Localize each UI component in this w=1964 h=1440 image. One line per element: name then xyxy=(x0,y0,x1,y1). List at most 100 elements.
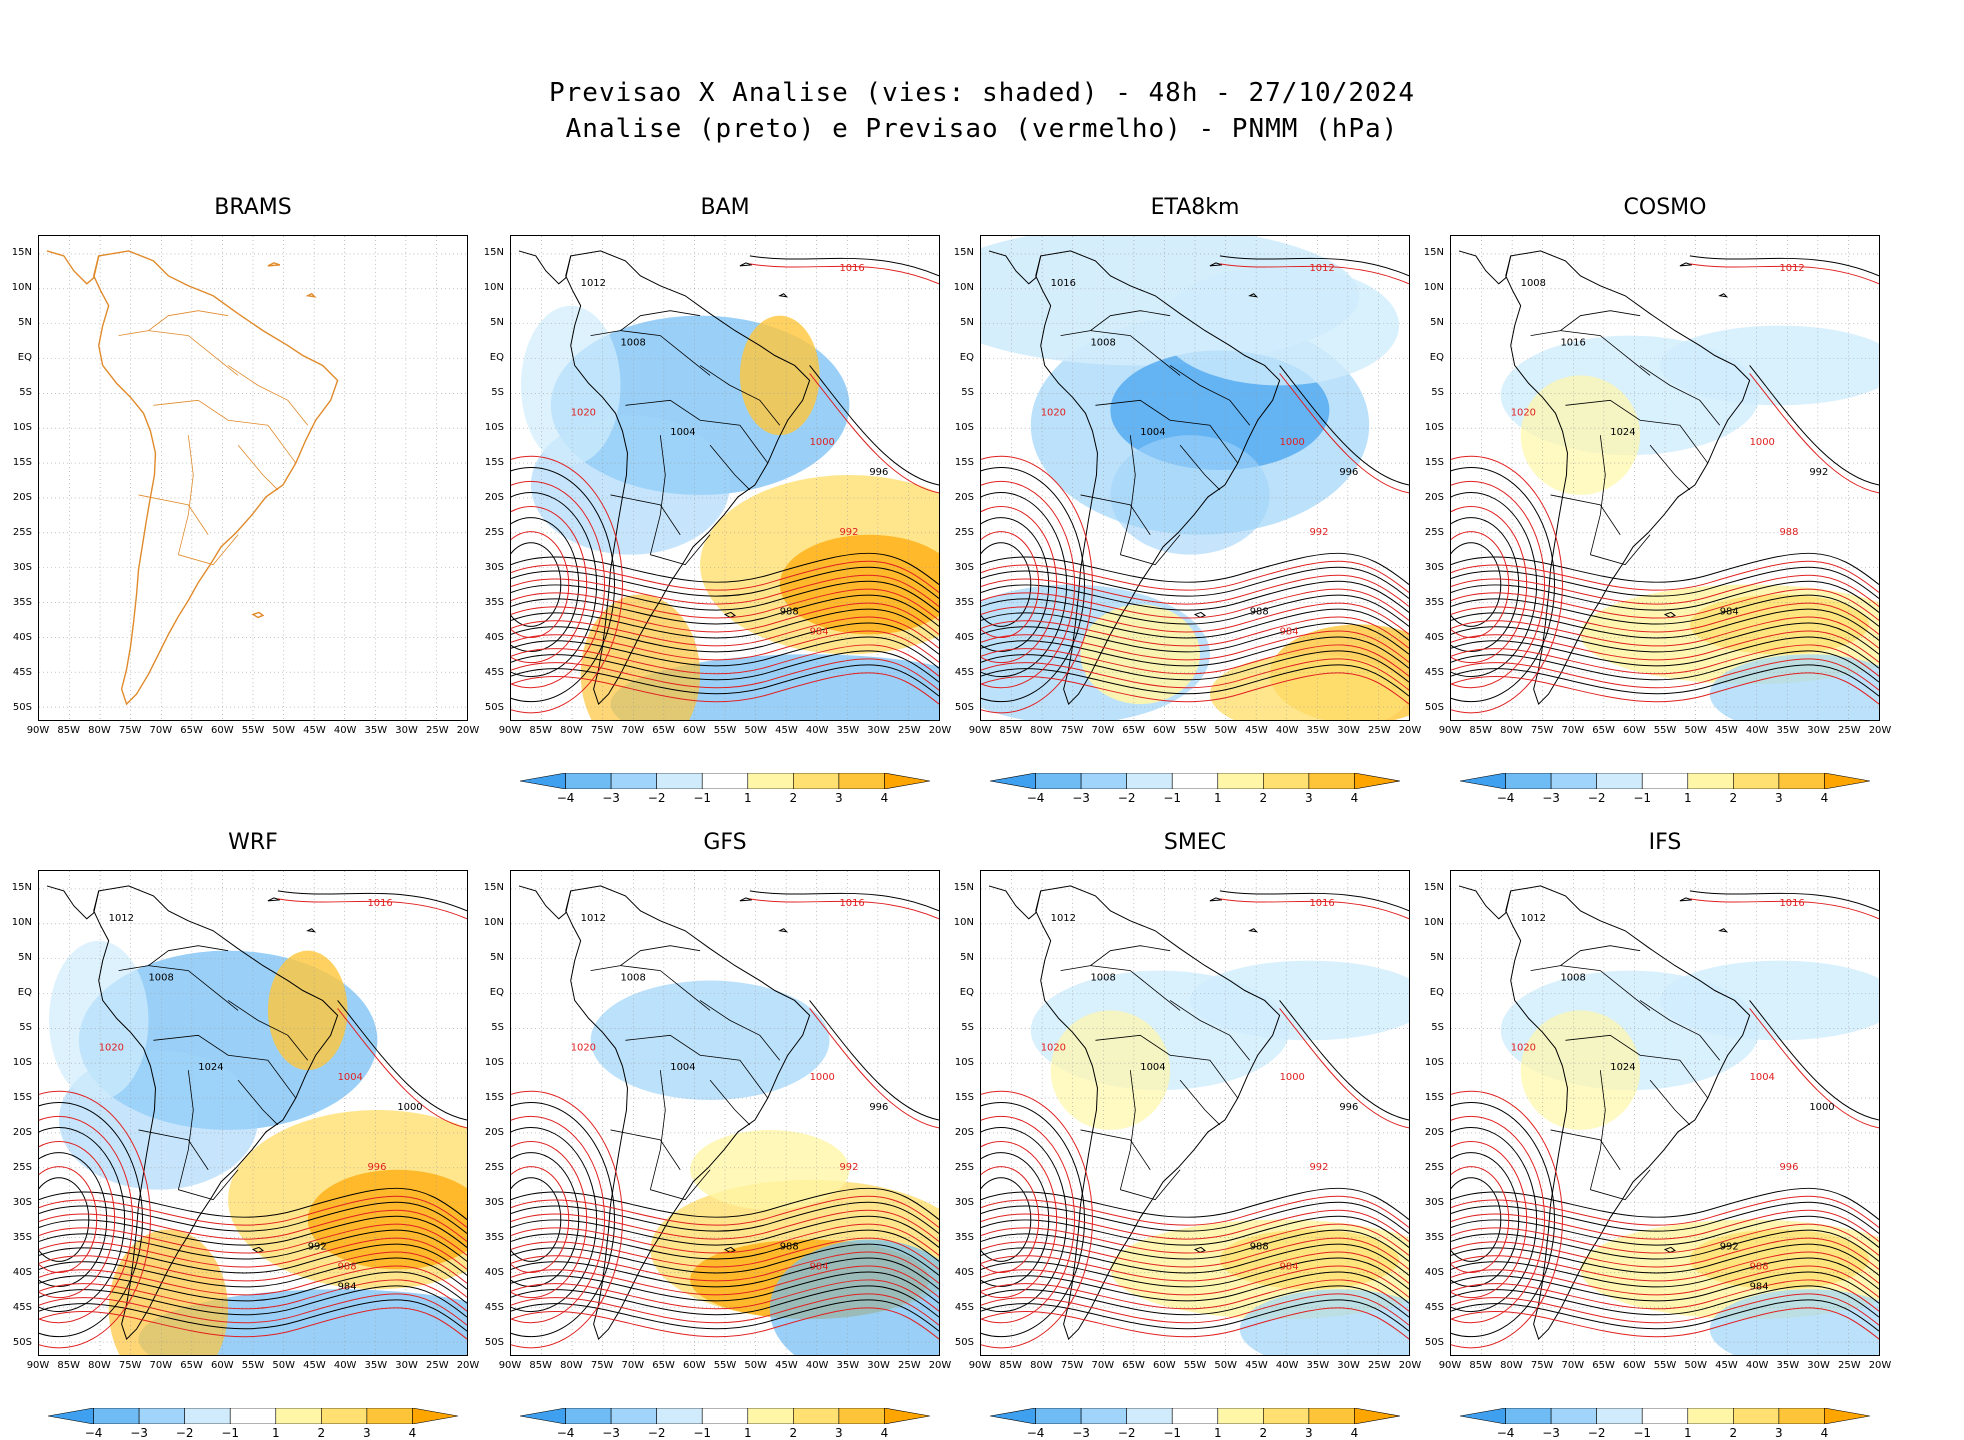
contour-label: 992 xyxy=(1720,1241,1739,1252)
contour-label: 1012 xyxy=(1051,913,1076,924)
country-borders xyxy=(118,945,309,1201)
lat-tick-label: EQ xyxy=(959,352,974,363)
lon-tick-label: 70W xyxy=(621,725,645,736)
lon-tick-label: 50W xyxy=(1684,1360,1708,1371)
lat-tick-label: 45S xyxy=(1424,667,1444,678)
lon-tick-label: 50W xyxy=(1684,725,1708,736)
lat-tick-label: 45S xyxy=(484,1302,504,1313)
colorbar-label: −2 xyxy=(175,1426,194,1440)
contour-label: 988 xyxy=(1250,1241,1269,1252)
colorbar-label: 4 xyxy=(1350,1426,1359,1440)
lat-tick-label: 5N xyxy=(490,317,504,328)
colorbar-swatch xyxy=(321,1408,368,1424)
colorbar-label: −4 xyxy=(1026,791,1045,805)
lat-tick-label: 35S xyxy=(954,1232,974,1243)
contour-label: 1008 xyxy=(620,338,645,349)
map-plot: 1012 1016 1008 1020 1004 1000 996 992 988 984 xyxy=(980,870,1410,1356)
contour-label: 988 xyxy=(1750,1261,1769,1272)
colorbar-label: 3 xyxy=(835,791,843,805)
lon-tick-label: 90W xyxy=(1438,725,1462,736)
colorbar-swatch xyxy=(1733,1408,1780,1424)
lon-tick-label: 40W xyxy=(805,725,829,736)
analysis-contours xyxy=(1451,255,1879,703)
contour-label: 1004 xyxy=(1750,1072,1775,1083)
colorbar-swatch xyxy=(1171,1408,1219,1424)
lon-tick-label: 25W xyxy=(897,725,921,736)
lon-tick-label: 85W xyxy=(999,725,1023,736)
lat-tick-label: 50S xyxy=(12,1337,32,1348)
colorbar-swatch xyxy=(610,1408,657,1424)
contour-label: 992 xyxy=(308,1241,327,1252)
lat-tick-label: EQ xyxy=(489,987,504,998)
contour-label: 1012 xyxy=(1779,263,1804,274)
forecast-contours xyxy=(1451,898,1879,1349)
colorbar-label: −4 xyxy=(556,1426,575,1440)
lat-tick-label: 20S xyxy=(1424,1127,1444,1138)
lon-tick-label: 25W xyxy=(897,1360,921,1371)
bias-patch xyxy=(1050,1010,1171,1130)
contour-label: 1008 xyxy=(1521,278,1546,289)
coastline xyxy=(988,885,1281,1340)
lat-tick-label: 5N xyxy=(18,952,32,963)
lon-tick-label: 50W xyxy=(744,725,768,736)
analysis-contours xyxy=(39,890,467,1338)
colorbar-swatch xyxy=(1217,1408,1264,1424)
lat-tick-label: 35S xyxy=(12,597,32,608)
lon-tick-label: 80W xyxy=(1500,1360,1523,1371)
colorbar-swatch xyxy=(701,773,749,789)
lat-tick-label: 25S xyxy=(954,1162,974,1173)
bias-shading xyxy=(1500,325,1879,720)
contour-label: 1012 xyxy=(581,913,606,924)
colorbar-swatch xyxy=(656,1408,703,1424)
lat-tick-label: 25S xyxy=(484,527,504,538)
lat-tick-label: 25S xyxy=(954,527,974,538)
colorbar-swatch xyxy=(1460,1408,1506,1424)
contour-label: 984 xyxy=(338,1281,357,1292)
panel-title: COSMO xyxy=(1623,195,1707,220)
contour-label: 984 xyxy=(1720,606,1739,617)
lon-tick-label: 75W xyxy=(590,1360,614,1371)
lat-tick-label: 10S xyxy=(954,422,974,433)
lat-tick-label: 10S xyxy=(484,1057,504,1068)
coastline xyxy=(46,250,339,706)
lat-tick-label: 50S xyxy=(484,1337,504,1348)
colorbar-label: −1 xyxy=(1633,1426,1652,1440)
bias-patch xyxy=(1709,654,1879,720)
bias-patch xyxy=(48,940,149,1101)
lon-tick-label: 30W xyxy=(1337,1360,1360,1371)
lon-tick-label: 65W xyxy=(652,1360,675,1371)
lat-tick-label: 15N xyxy=(953,247,974,258)
contour-label: 984 xyxy=(1750,1281,1769,1292)
contour-label: 1004 xyxy=(670,1062,695,1073)
colorbar-swatch xyxy=(1596,773,1643,789)
lon-tick-label: 30W xyxy=(1337,725,1360,736)
contour-label: 988 xyxy=(780,606,799,617)
colorbar-label: −4 xyxy=(556,791,575,805)
lat-tick-label: 5S xyxy=(1431,387,1444,398)
colorbar-label: 1 xyxy=(1213,1426,1222,1440)
lat-tick-label: 15N xyxy=(11,247,32,258)
panel-title: GFS xyxy=(703,830,747,855)
colorbar-label: −1 xyxy=(693,791,712,805)
lon-tick-label: 60W xyxy=(210,1360,234,1371)
lon-tick-label: 35W xyxy=(364,725,388,736)
colorbar-label: −1 xyxy=(1163,791,1182,805)
forecast-contours xyxy=(1451,263,1879,714)
lon-tick-label: 20W xyxy=(928,725,952,736)
lon-tick-label: 90W xyxy=(26,1360,50,1371)
country-borders xyxy=(1530,310,1721,566)
lat-tick-label: 50S xyxy=(1424,702,1444,713)
bias-shading xyxy=(590,980,939,1355)
lat-tick-label: 5N xyxy=(1430,317,1444,328)
bias-patch xyxy=(1709,1289,1879,1355)
lat-tick-label: 30S xyxy=(1424,562,1444,573)
panel-title: WRF xyxy=(228,830,278,855)
colorbar-swatch xyxy=(93,1408,140,1424)
lon-tick-label: 55W xyxy=(1653,1360,1677,1371)
colorbar-swatch xyxy=(990,1408,1036,1424)
contour-label: 1000 xyxy=(810,437,835,448)
contour-label: 1016 xyxy=(1560,338,1585,349)
colorbar-swatch xyxy=(1687,1408,1734,1424)
colorbar-swatch xyxy=(1641,773,1689,789)
lat-tick-label: 5S xyxy=(961,387,974,398)
